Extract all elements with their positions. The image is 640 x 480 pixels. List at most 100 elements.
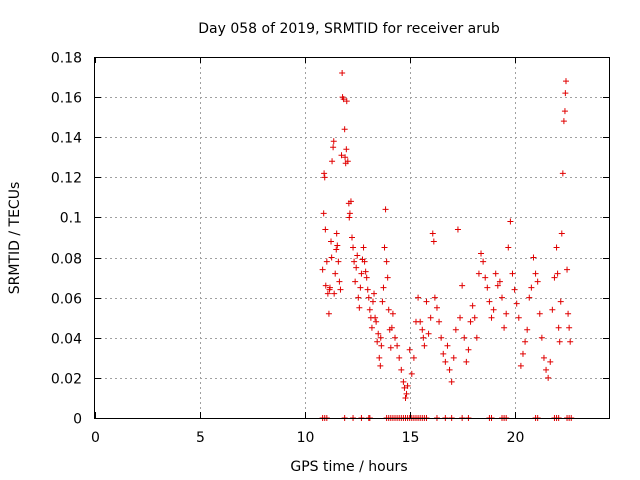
data-point <box>442 358 449 365</box>
data-point <box>509 270 516 277</box>
y-tick-label: 0.04 <box>51 332 82 348</box>
data-point <box>484 284 491 291</box>
y-tick-label: 0 <box>73 412 82 428</box>
data-point <box>430 238 437 245</box>
data-point <box>375 330 382 337</box>
data-point <box>534 278 541 285</box>
data-point <box>340 96 347 103</box>
data-point <box>538 334 545 341</box>
data-point <box>561 108 568 115</box>
y-axis-label: SRMTID / TECUs <box>7 182 23 295</box>
data-point <box>351 258 358 265</box>
data-point <box>353 264 360 271</box>
data-point <box>388 324 395 331</box>
data-point <box>341 126 348 133</box>
data-point <box>330 144 337 151</box>
data-point <box>333 246 340 253</box>
data-point <box>522 338 529 345</box>
data-point <box>323 258 330 265</box>
data-point <box>556 338 563 345</box>
data-point <box>419 326 426 333</box>
y-tick-labels: 0 0.02 0.04 0.06 0.08 0.1 0.12 0.14 0.16 0.18 <box>51 51 82 428</box>
data-point <box>567 338 574 345</box>
data-point <box>565 310 572 317</box>
data-point <box>329 158 336 165</box>
data-point <box>374 338 381 345</box>
data-point <box>496 278 503 285</box>
data-point <box>431 294 438 301</box>
data-point <box>326 284 333 291</box>
data-point <box>513 300 520 307</box>
data-point <box>492 270 499 277</box>
data-point <box>401 384 408 391</box>
data-point <box>357 284 364 291</box>
data-point <box>376 354 383 361</box>
data-point <box>372 314 379 321</box>
data-point <box>557 298 564 305</box>
data-point <box>446 366 453 373</box>
data-point <box>536 310 543 317</box>
data-point <box>558 230 565 237</box>
data-point <box>425 330 432 337</box>
data-point <box>469 302 476 309</box>
data-point <box>494 282 501 289</box>
data-point <box>436 318 443 325</box>
data-point <box>350 244 357 251</box>
data-point <box>566 324 573 331</box>
data-point <box>526 294 533 301</box>
x-tick-label: 15 <box>402 430 420 446</box>
data-point <box>336 278 343 285</box>
y-tick-label: 0.1 <box>60 211 82 227</box>
y-tick-label: 0.02 <box>51 372 82 388</box>
data-point <box>465 346 472 353</box>
data-point <box>346 210 353 217</box>
data-point <box>417 318 424 325</box>
data-point <box>488 314 495 321</box>
data-point <box>463 358 470 365</box>
data-point <box>389 310 396 317</box>
data-point <box>562 90 569 97</box>
data-point <box>555 324 562 331</box>
data-point <box>325 310 332 317</box>
data-point <box>377 334 384 341</box>
y-tick-label: 0.16 <box>51 91 82 107</box>
data-point <box>398 366 405 373</box>
data-point <box>379 298 386 305</box>
data-point <box>360 244 367 251</box>
data-point <box>382 206 389 213</box>
data-point <box>385 306 392 313</box>
data-point <box>420 334 427 341</box>
data-point <box>321 174 328 181</box>
data-point <box>444 342 451 349</box>
data-point <box>480 258 487 265</box>
data-point <box>452 326 459 333</box>
data-point <box>450 354 457 361</box>
data-point <box>406 346 413 353</box>
data-point <box>338 152 345 159</box>
data-point <box>554 270 561 277</box>
data-point <box>352 278 359 285</box>
data-point <box>402 394 409 401</box>
y-tick-label: 0.06 <box>51 292 82 308</box>
data-point <box>564 266 571 273</box>
data-point <box>551 274 558 281</box>
data-point <box>322 226 329 233</box>
data-point <box>448 378 455 385</box>
data-point <box>427 314 434 321</box>
axis-ticks <box>95 57 609 419</box>
data-point <box>343 146 350 153</box>
data-point <box>547 358 554 365</box>
x-tick-labels: 0 5 10 15 20 <box>91 430 524 446</box>
data-point <box>362 268 369 275</box>
data-point <box>328 238 335 245</box>
data-point <box>515 314 522 321</box>
data-point <box>467 318 474 325</box>
data-point <box>475 270 482 277</box>
data-point <box>343 98 350 105</box>
data-point <box>384 274 391 281</box>
data-point <box>517 362 524 369</box>
data-point <box>519 350 526 357</box>
data-point <box>423 298 430 305</box>
x-axis-label: GPS time / hours <box>290 459 407 475</box>
data-point <box>433 304 440 311</box>
